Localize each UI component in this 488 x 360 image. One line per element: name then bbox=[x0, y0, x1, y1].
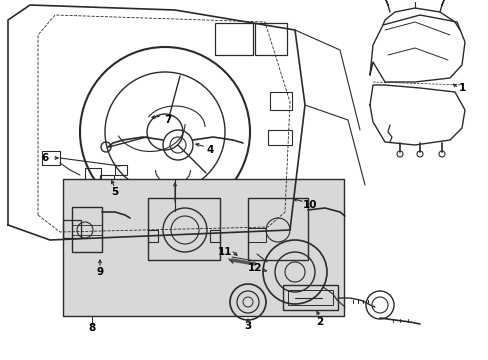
Bar bbox=[283, 285, 337, 310]
Bar bbox=[267, 130, 291, 145]
Bar bbox=[269, 92, 291, 110]
Bar bbox=[254, 23, 286, 55]
Text: 8: 8 bbox=[88, 323, 96, 333]
Text: 4: 4 bbox=[206, 145, 213, 155]
Bar bbox=[209, 230, 220, 242]
Bar bbox=[63, 179, 343, 316]
Text: 1: 1 bbox=[457, 83, 465, 93]
Text: 6: 6 bbox=[41, 153, 48, 163]
Bar bbox=[72, 207, 102, 252]
Bar bbox=[148, 198, 220, 260]
Text: 3: 3 bbox=[244, 321, 251, 331]
Bar bbox=[215, 23, 252, 55]
Text: 2: 2 bbox=[316, 317, 323, 327]
Text: 7: 7 bbox=[164, 115, 171, 125]
Text: 5: 5 bbox=[111, 187, 119, 197]
Bar bbox=[42, 151, 60, 165]
Bar bbox=[63, 220, 81, 238]
Text: 9: 9 bbox=[96, 267, 103, 277]
Bar bbox=[247, 228, 265, 242]
Text: 11: 11 bbox=[217, 247, 232, 257]
Text: 10: 10 bbox=[302, 200, 317, 210]
Bar bbox=[100, 175, 114, 185]
Bar bbox=[85, 168, 101, 180]
Bar bbox=[287, 290, 332, 305]
Bar bbox=[115, 165, 127, 175]
Text: 12: 12 bbox=[247, 263, 262, 273]
Bar bbox=[148, 230, 158, 242]
Bar bbox=[247, 198, 307, 260]
